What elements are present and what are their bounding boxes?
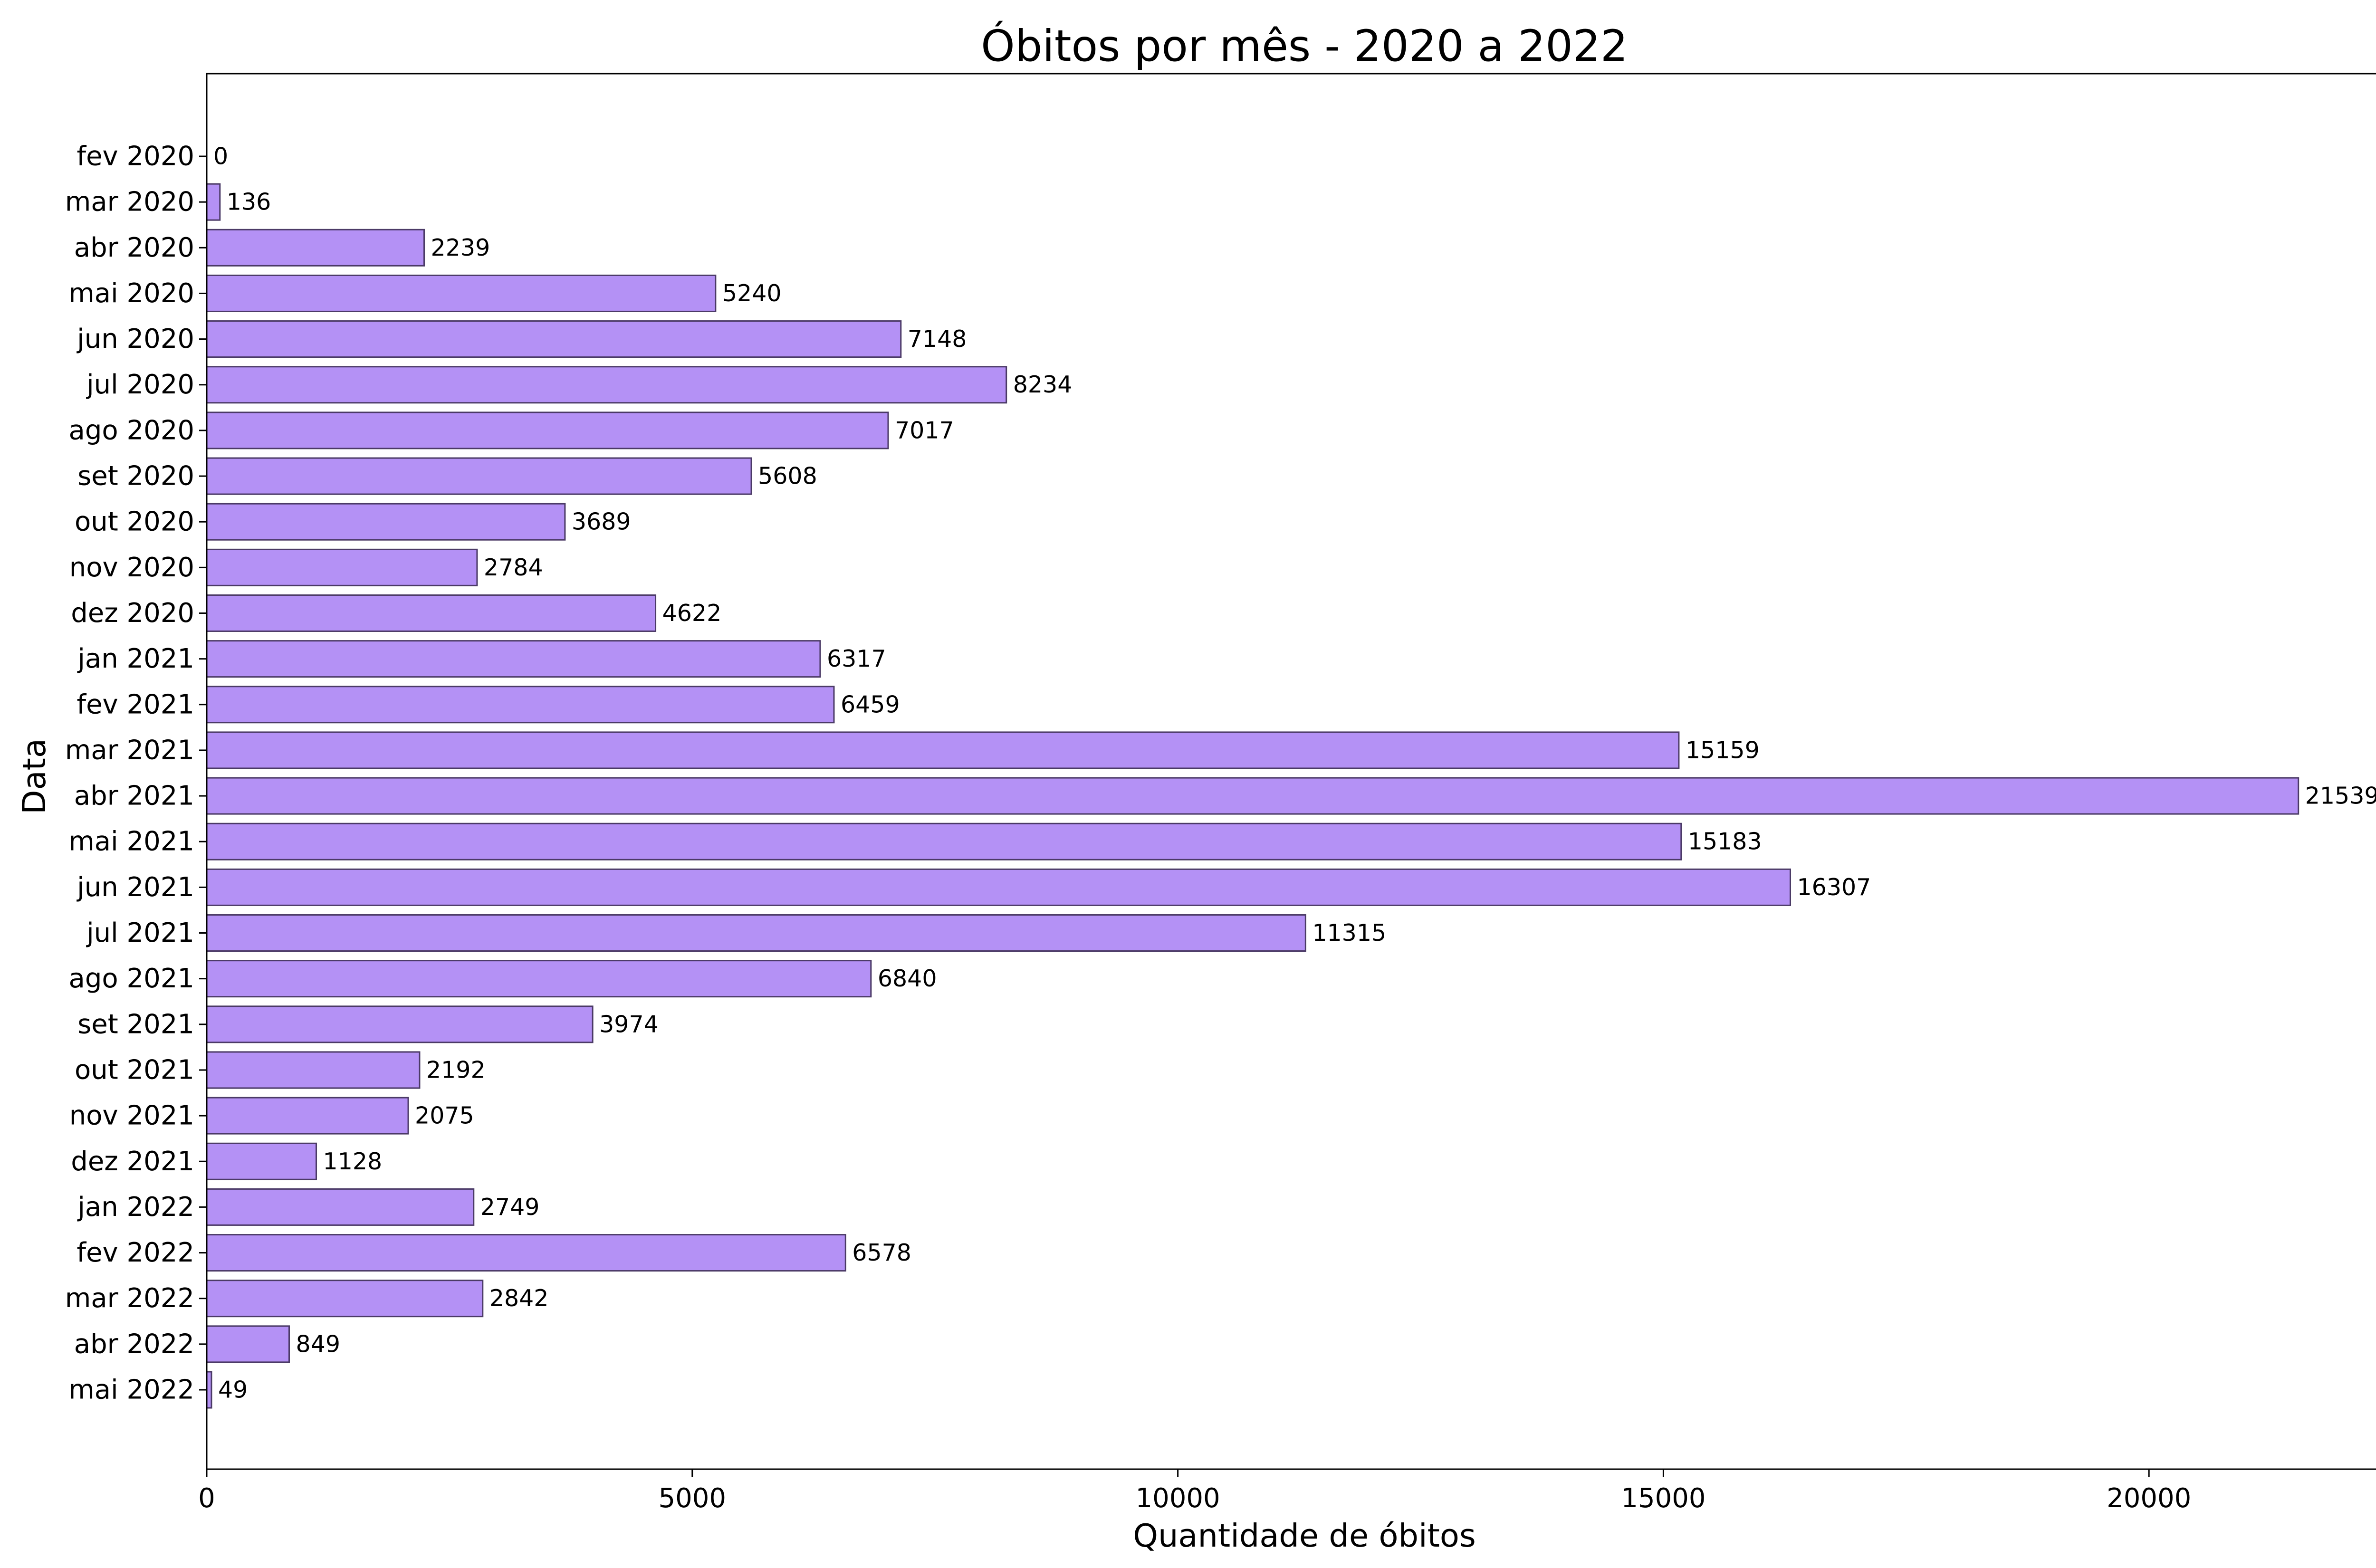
bar	[206, 548, 478, 586]
y-tick-label: ago 2020	[69, 415, 194, 446]
y-tick-label: jan 2022	[77, 1192, 194, 1223]
bar-value-label: 7017	[895, 417, 954, 444]
y-tick-label: jul 2020	[86, 369, 194, 400]
bar-value-label: 5608	[758, 463, 817, 490]
x-tick-label: 5000	[659, 1483, 727, 1514]
bar	[206, 822, 1682, 860]
y-tick-label: ago 2021	[69, 963, 194, 994]
x-axis-ticks: 0 5000 10000 15000 20000	[198, 1469, 2191, 1514]
y-tick-label: dez 2020	[71, 598, 194, 629]
bar-value-label: 6459	[841, 691, 900, 718]
data-labels-layer: 0 136 2239 5240 7148 8234 7017 5608 3689 2784 4622…	[213, 143, 2376, 1404]
x-tick-label: 0	[198, 1483, 215, 1514]
chart-title: Óbitos por mês - 2020 a 2022	[981, 20, 1628, 71]
y-tick-label: jul 2021	[86, 918, 194, 948]
bar	[206, 366, 1007, 404]
y-tick-label: mai 2020	[68, 278, 194, 309]
bar	[206, 777, 2299, 815]
bar	[206, 1280, 484, 1318]
bar	[206, 686, 835, 724]
y-axis-label: Data	[16, 738, 53, 814]
y-tick-label: fev 2020	[77, 141, 194, 172]
bar	[206, 503, 566, 541]
bar-value-label: 2784	[484, 554, 543, 581]
y-tick-label: mai 2021	[68, 826, 194, 857]
y-tick-label: jan 2021	[77, 643, 194, 674]
y-tick-label: mar 2021	[65, 735, 194, 765]
bar-value-label: 11315	[1312, 919, 1386, 947]
bar-value-label: 3689	[572, 508, 631, 535]
y-tick-label: set 2021	[77, 1009, 194, 1040]
bar	[206, 1005, 594, 1043]
bar	[206, 183, 221, 221]
y-tick-label: abr 2020	[74, 232, 194, 263]
y-tick-label: abr 2022	[74, 1329, 194, 1359]
bar-value-label: 2075	[415, 1102, 474, 1129]
bar	[206, 594, 657, 632]
y-tick-label: fev 2022	[77, 1237, 194, 1268]
bar-value-label: 15159	[1686, 736, 1760, 764]
bar	[206, 1142, 317, 1180]
bar-value-label: 21539	[2305, 783, 2376, 810]
x-axis-label: Quantidade de óbitos	[1133, 1517, 1476, 1554]
y-tick-label: jun 2021	[76, 872, 194, 903]
bar-value-label: 849	[296, 1330, 341, 1358]
bar	[206, 1371, 212, 1409]
bar	[206, 960, 872, 998]
bar	[206, 640, 821, 678]
y-tick-label: fev 2021	[77, 689, 194, 720]
bar-value-label: 136	[227, 189, 271, 216]
bar-value-label: 4622	[662, 600, 722, 627]
y-tick-label: mai 2022	[68, 1375, 194, 1405]
bars-layer	[206, 183, 2299, 1409]
bar-value-label: 8234	[1013, 371, 1073, 398]
bar-value-label: 16307	[1797, 874, 1871, 901]
bar-value-label: 6840	[878, 965, 937, 992]
bar-value-label: 0	[213, 143, 228, 170]
y-tick-label: mar 2020	[65, 187, 194, 218]
bar	[206, 1234, 846, 1272]
bar	[206, 320, 902, 358]
x-tick-label: 20000	[2107, 1483, 2191, 1514]
bar-value-label: 1128	[323, 1148, 383, 1175]
bar-value-label: 2749	[480, 1194, 540, 1221]
bar-value-label: 2842	[489, 1285, 549, 1312]
bar-value-label: 2192	[426, 1056, 486, 1083]
y-tick-label: abr 2021	[74, 781, 194, 812]
bar	[206, 914, 1306, 952]
y-tick-label: set 2020	[77, 461, 194, 492]
y-tick-label: out 2021	[75, 1054, 194, 1085]
bar	[206, 868, 1791, 906]
bar	[206, 1097, 409, 1135]
bar-value-label: 6317	[827, 645, 886, 672]
x-tick-label: 15000	[1621, 1483, 1705, 1514]
y-tick-label: dez 2021	[71, 1146, 194, 1177]
x-tick-label: 10000	[1136, 1483, 1220, 1514]
y-tick-label: mar 2022	[65, 1283, 194, 1314]
bar	[206, 457, 752, 495]
bar-value-label: 3974	[599, 1011, 659, 1038]
bar-value-label: 7148	[908, 325, 967, 353]
bar	[206, 1188, 475, 1226]
bar	[206, 229, 425, 267]
y-tick-label: nov 2021	[69, 1100, 194, 1131]
y-axis-ticks: fev 2020 mar 2020 abr 2020 mai 2020 jun 2020…	[65, 141, 207, 1405]
plot-frame	[206, 73, 2376, 1470]
bar	[206, 274, 717, 312]
bar	[206, 731, 1680, 769]
bar-value-label: 6578	[852, 1239, 911, 1266]
y-tick-label: nov 2020	[69, 552, 194, 583]
bar-value-label: 2239	[431, 234, 490, 261]
bar-value-label: 49	[218, 1377, 248, 1404]
bar	[206, 1325, 290, 1363]
bar	[206, 411, 889, 449]
bar-value-label: 15183	[1688, 828, 1762, 855]
y-tick-label: out 2020	[75, 507, 194, 537]
y-tick-label: jun 2020	[76, 324, 194, 354]
bar-value-label: 5240	[722, 280, 782, 307]
bar	[206, 1051, 421, 1089]
